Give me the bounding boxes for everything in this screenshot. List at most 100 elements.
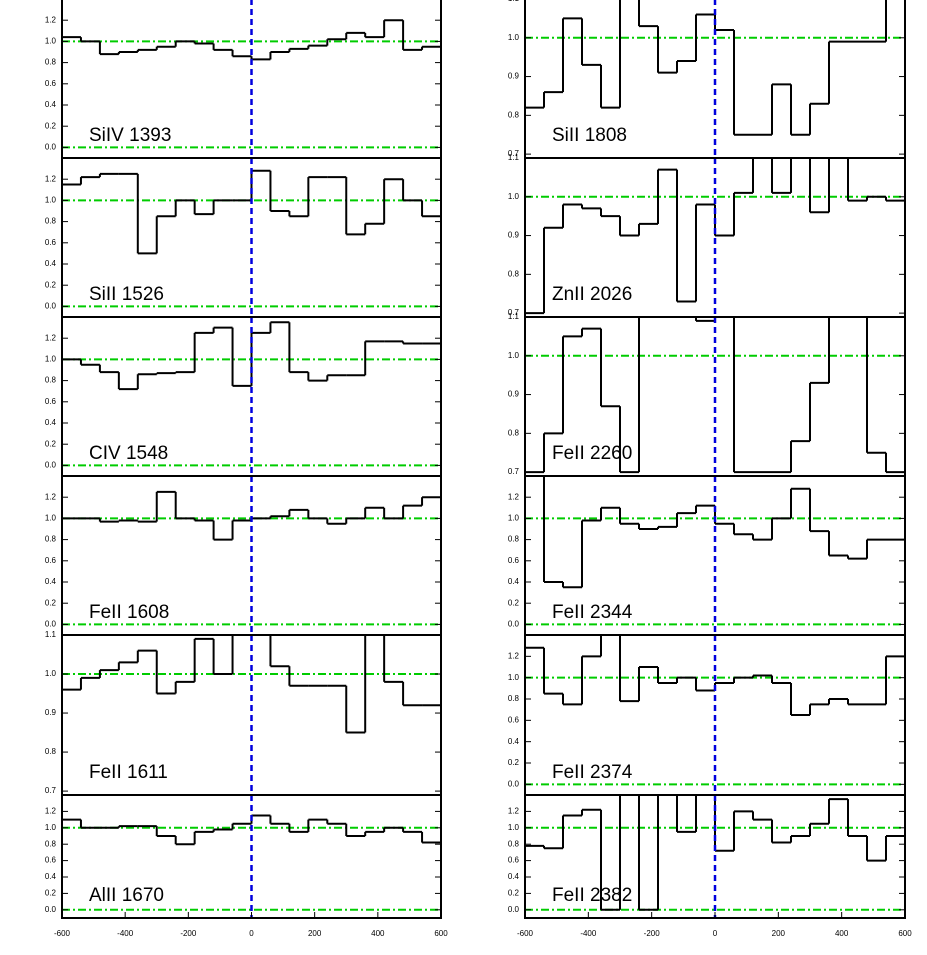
y-tick-label: 0.9 [508, 231, 520, 240]
plot-area [525, 0, 905, 158]
y-tick-label: 0.6 [45, 79, 57, 88]
y-tick-label: 0.7 [45, 786, 57, 795]
y-tick-label: 0.8 [508, 269, 520, 278]
y-tick-label: 0.6 [508, 856, 520, 865]
y-tick-label: 1.0 [508, 823, 520, 832]
y-tick-label: 0.2 [45, 598, 57, 607]
panel: 0.0 0.2 0.4 0.6 0.8 1.0 1.2 CIV 1548 [45, 316, 442, 477]
y-tick-label: 0.4 [508, 872, 520, 881]
y-tick-label: 0.0 [45, 302, 57, 311]
y-tick-label: 0.9 [508, 72, 520, 81]
y-tick-label: 0.0 [45, 905, 57, 914]
panel-label: SiII 1526 [89, 284, 164, 305]
panel-label: FeII 1608 [89, 602, 169, 623]
panel-label: FeII 2344 [552, 602, 633, 623]
y-tick-label: 0.0 [508, 905, 520, 914]
y-tick-label: 0.4 [45, 100, 57, 109]
y-tick-label: 0.2 [45, 280, 57, 289]
panel-label: FeII 1611 [89, 762, 168, 783]
y-tick-label: 1.2 [508, 492, 520, 501]
panel: 0.7 0.8 0.9 1.0 1.1 ZnII 2026 [508, 153, 906, 318]
y-tick-label: 0.8 [508, 428, 520, 437]
y-tick-label: 0.8 [45, 535, 57, 544]
x-tick-label: -600 [54, 929, 71, 938]
y-tick-label: 0.6 [45, 238, 57, 247]
panel: 0.7 0.8 0.9 1.0 1.1 FeII 1611 [45, 630, 442, 796]
y-tick-label: 0.2 [45, 439, 57, 448]
panel-label: FeII 2382 [552, 885, 632, 906]
x-tick-label: 200 [772, 929, 786, 938]
panel: 0.0 0.2 0.4 0.6 0.8 1.0 1.2 FeII 1608 [45, 475, 442, 636]
panel: 0.0 0.2 0.4 0.6 0.8 1.0 1.2 SiII 1526 [45, 157, 442, 318]
y-tick-label: 0.4 [508, 577, 520, 586]
y-tick-label: 1.0 [45, 355, 57, 364]
x-tick-label: 0 [249, 929, 254, 938]
y-tick-label: 0.8 [45, 839, 57, 848]
panel-label: AlII 1670 [89, 885, 164, 906]
plot-area [62, 795, 441, 918]
y-tick-label: 1.2 [45, 492, 57, 501]
x-tick-label: -400 [580, 929, 597, 938]
y-tick-label: 0.2 [508, 889, 520, 898]
x-tick-label: 400 [371, 929, 385, 938]
panel: 0.7 0.8 0.9 1.0 1.1 SiII 1808 [508, 0, 906, 159]
panel-label: ZnII 2026 [552, 284, 632, 305]
y-tick-label: 0.8 [508, 110, 520, 119]
y-tick-label: 0.2 [508, 598, 520, 607]
x-tick-label: 0 [713, 929, 718, 938]
y-tick-label: 1.0 [508, 33, 520, 42]
plot-area [525, 795, 905, 918]
y-tick-label: 1.1 [508, 153, 520, 162]
panel-label: FeII 2374 [552, 762, 633, 783]
y-tick-label: 1.0 [45, 196, 57, 205]
y-tick-label: 1.0 [45, 514, 57, 523]
y-tick-label: 0.6 [508, 556, 520, 565]
y-tick-label: 1.2 [45, 174, 57, 183]
panel-label: SiIV 1393 [89, 125, 171, 146]
x-tick-label: 600 [434, 929, 448, 938]
plot-area [525, 476, 905, 635]
plot-area [525, 158, 905, 317]
y-tick-label: 1.2 [45, 15, 57, 24]
y-tick-label: 0.9 [508, 390, 520, 399]
y-tick-label: 0.8 [45, 376, 57, 385]
plot-area [62, 317, 441, 476]
plot-area [62, 476, 441, 635]
y-tick-label: 0.4 [45, 418, 57, 427]
y-tick-label: 0.0 [508, 779, 520, 788]
y-tick-label: 1.0 [45, 669, 57, 678]
y-tick-label: 0.7 [508, 308, 520, 317]
plot-area [525, 317, 905, 476]
panel: 0.7 0.8 0.9 1.0 1.1 FeII 2260 [508, 312, 906, 477]
plot-area [62, 158, 441, 317]
x-tick-label: -200 [180, 929, 197, 938]
y-tick-label: 1.1 [508, 312, 520, 321]
y-tick-label: 0.6 [45, 556, 57, 565]
y-tick-label: 0.2 [45, 121, 57, 130]
y-tick-label: 1.2 [45, 807, 57, 816]
y-tick-label: 0.4 [508, 737, 520, 746]
panel: 0.0 0.2 0.4 0.6 0.8 1.0 1.2 FeII 2382 -600 -400 -2… [508, 794, 912, 938]
panel-label: SiII 1808 [552, 125, 627, 146]
panel: 0.0 0.2 0.4 0.6 0.8 1.0 1.2 FeII 2344 [508, 475, 906, 636]
y-tick-label: 0.8 [45, 217, 57, 226]
y-tick-label: 0.4 [45, 872, 57, 881]
y-tick-label: 0.8 [45, 58, 57, 67]
plot-area [62, 0, 441, 158]
y-tick-label: 1.0 [508, 673, 520, 682]
y-tick-label: 0.4 [45, 259, 57, 268]
y-tick-label: 0.6 [45, 856, 57, 865]
y-tick-label: 1.2 [45, 333, 57, 342]
plot-area [525, 635, 905, 795]
y-tick-label: 1.0 [508, 192, 520, 201]
panel: 0.0 0.2 0.4 0.6 0.8 1.0 1.2 AlII 1670 -600 -400 -2… [45, 794, 448, 938]
y-tick-label: 0.7 [508, 149, 520, 158]
y-tick-label: 0.8 [508, 535, 520, 544]
y-tick-label: 1.0 [508, 351, 520, 360]
x-tick-label: 400 [835, 929, 849, 938]
x-tick-label: 600 [898, 929, 912, 938]
y-tick-label: 0.7 [508, 467, 520, 476]
y-tick-label: 1.1 [45, 630, 57, 639]
y-tick-label: 0.8 [508, 694, 520, 703]
